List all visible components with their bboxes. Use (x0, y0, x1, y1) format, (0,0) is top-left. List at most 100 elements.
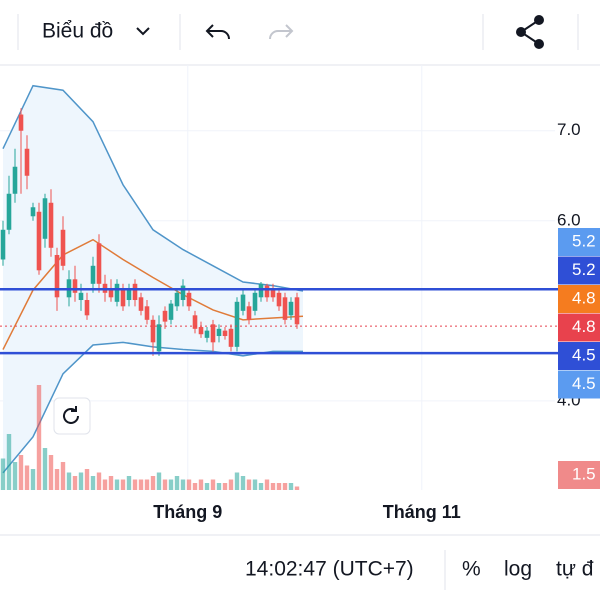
volume-bar (282, 483, 288, 490)
volume-bar (222, 483, 228, 490)
candle-body (60, 229, 66, 266)
toolbar: Biểu đồ (0, 14, 600, 66)
y-tick-label: 7.0 (557, 120, 581, 139)
candle-body (192, 315, 198, 329)
undo[interactable] (205, 24, 230, 40)
reset-button[interactable] (53, 397, 91, 435)
volume-bar (24, 465, 30, 490)
price-badge (558, 342, 600, 370)
volume-bar (84, 469, 90, 490)
volume-bar (162, 479, 168, 490)
candle-body (120, 288, 126, 307)
share[interactable] (516, 15, 544, 49)
log-toggle[interactable]: log (504, 558, 532, 581)
candle-body (12, 166, 18, 194)
volume-bar (150, 476, 156, 490)
x-tick-label: Tháng 11 (383, 502, 461, 522)
candle-body (210, 324, 216, 343)
candle-body (228, 328, 234, 347)
price-badge (558, 285, 600, 313)
band-fill (3, 85, 303, 473)
price-badge-label: 4.8 (572, 288, 596, 307)
candle-body (150, 319, 156, 343)
candle-body (132, 283, 138, 301)
candle-body (246, 306, 252, 320)
candle-body (180, 285, 186, 301)
redo[interactable] (269, 24, 294, 40)
candle-body (0, 229, 6, 260)
volume-bar (216, 483, 222, 490)
volume-bar (210, 479, 216, 490)
volume-bar (66, 472, 72, 490)
volume-bar (252, 479, 258, 490)
footer: 14:02:47 (UTC+7) % log tự đ (0, 534, 600, 590)
price-badge (558, 228, 600, 256)
volume-bar (264, 479, 270, 490)
candle-body (276, 292, 282, 307)
candle-body (264, 285, 270, 298)
candle-body (84, 300, 90, 316)
volume-bar (132, 479, 138, 490)
candle-body (78, 292, 84, 301)
volume-bar (54, 469, 60, 490)
volume-bar (114, 479, 120, 490)
volume-bar (180, 479, 186, 490)
candle-body (48, 202, 54, 248)
candle-body (54, 254, 60, 298)
candle-body (240, 294, 246, 311)
price-badge-label: 1.5 (572, 464, 596, 483)
volume-bar (144, 479, 150, 490)
time: 14:02:47 (UTC+7) (245, 558, 414, 581)
candle-body (222, 330, 228, 337)
candle-body (42, 198, 48, 239)
candle-body (252, 292, 258, 311)
candle-body (144, 306, 150, 320)
band-upper (2, 84, 304, 292)
volume-bar (294, 486, 300, 490)
volume-bar (138, 479, 144, 490)
percent-toggle[interactable]: % (462, 558, 481, 581)
candle-body (186, 292, 192, 307)
candle-body (6, 193, 12, 230)
price-badge (558, 461, 600, 489)
auto-toggle[interactable]: tự đ (556, 558, 594, 581)
candle-body (36, 211, 42, 271)
volume-bar (258, 483, 264, 490)
candle-body (18, 114, 24, 131)
y-tick-label: 6.0 (557, 210, 581, 229)
candle-body (258, 283, 264, 298)
candle-body (90, 265, 96, 284)
volume-bar (228, 479, 234, 490)
volume-bar (42, 448, 48, 490)
candle-body (204, 330, 210, 338)
volume-bar (168, 479, 174, 490)
volume-bar (186, 479, 192, 490)
x-tick-label: Tháng 9 (153, 502, 222, 522)
volume-bar (78, 472, 84, 490)
candle-body (174, 292, 180, 307)
volume-bar (120, 479, 126, 490)
candle-body (162, 310, 168, 322)
volume-bar (36, 385, 42, 490)
candle-body (114, 283, 120, 302)
volume-bar (96, 472, 102, 490)
volume-bar (18, 455, 24, 490)
volume-bar (90, 476, 96, 490)
price-axis: 7.06.04.05.25.24.84.84.54.51.5 (557, 120, 600, 489)
candle-body (72, 279, 78, 293)
volume-bar (108, 476, 114, 490)
candle-body (270, 288, 276, 298)
candle-body (198, 327, 204, 335)
volume-bar (192, 483, 198, 490)
chart-menu[interactable]: Biểu đồ (42, 20, 113, 43)
price-badge-label: 4.8 (572, 317, 596, 336)
volume-bar (48, 455, 54, 490)
candle-body (288, 301, 294, 316)
volume-bar (30, 469, 36, 490)
price-badge (558, 370, 600, 399)
chevron[interactable] (136, 27, 150, 36)
volume-bar (12, 462, 18, 490)
volume-bar (72, 476, 78, 490)
candle-body (156, 324, 162, 352)
